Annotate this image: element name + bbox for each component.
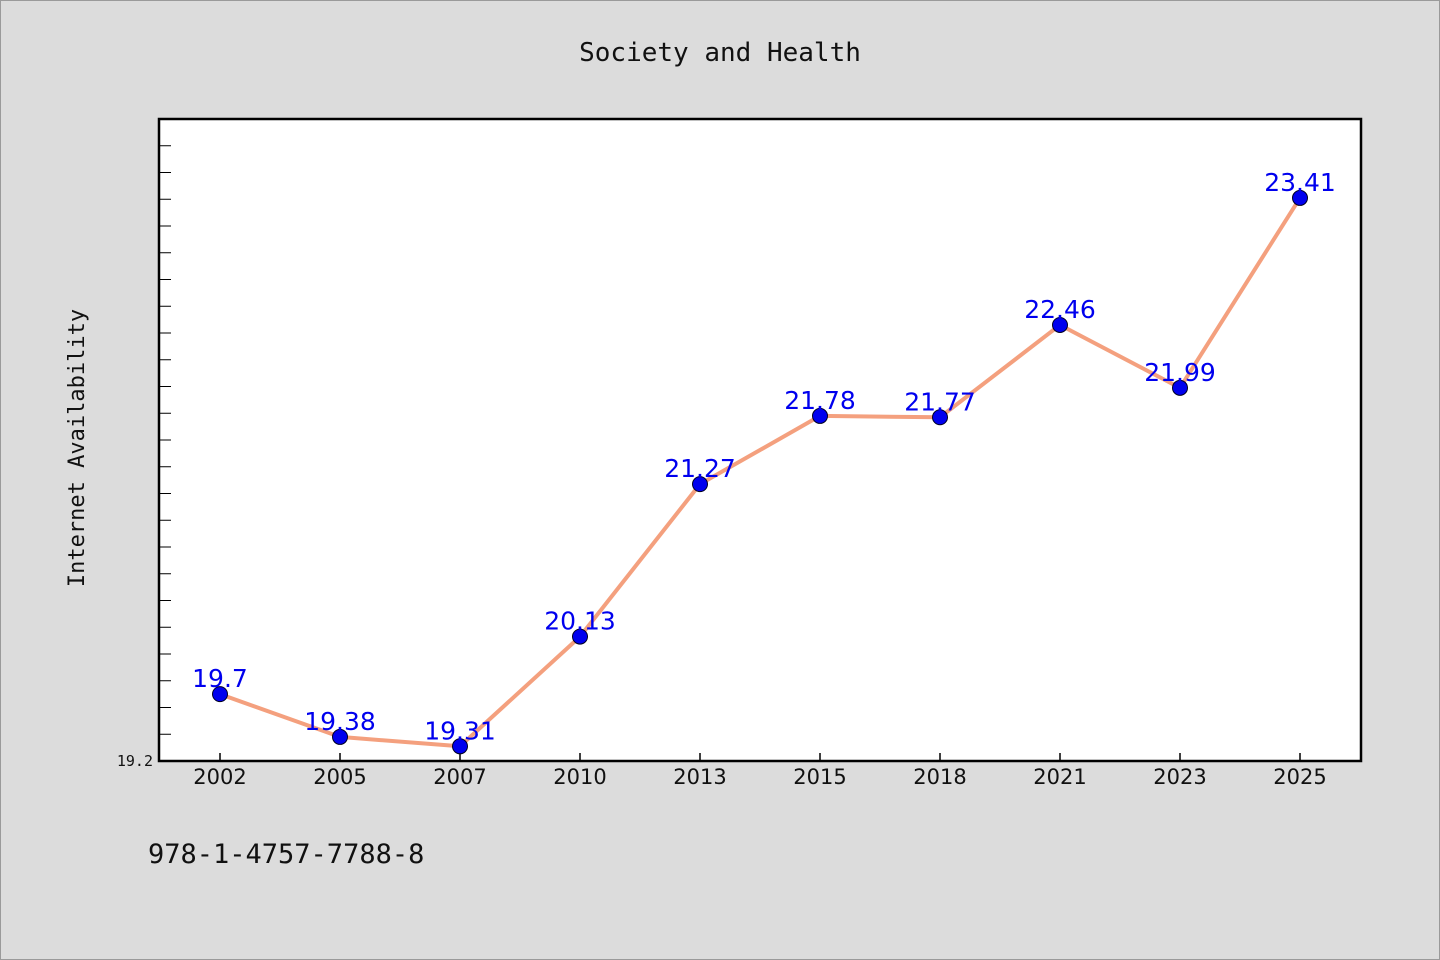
x-tick-label: 2018 (913, 765, 966, 789)
y-axis-tick-labels: 19.2 (117, 752, 153, 770)
data-point (1292, 189, 1308, 206)
plot-area (157, 117, 1363, 763)
data-point (572, 628, 588, 645)
series-line (219, 196, 1302, 749)
data-label: 20.13 (544, 607, 616, 636)
data-label: 23.41 (1264, 168, 1336, 197)
data-label: 19.31 (424, 716, 496, 745)
x-tick-label: 2021 (1033, 765, 1086, 789)
x-tick-label: 2013 (673, 765, 726, 789)
data-label: 21.99 (1144, 358, 1216, 387)
data-label: 21.77 (904, 387, 976, 416)
x-tick-label: 2005 (313, 765, 366, 789)
data-point (932, 409, 948, 426)
y-minor-ticks (159, 145, 171, 735)
data-label: 21.27 (664, 454, 736, 483)
chart-title: Society and Health (579, 38, 861, 68)
data-point (452, 738, 468, 755)
isbn-text: 978-1-4757-7788-8 (148, 839, 424, 870)
y-axis-label: Internet Availability (65, 309, 90, 587)
data-point (812, 407, 828, 424)
data-markers (212, 189, 1308, 755)
data-label: 21.78 (784, 386, 856, 415)
data-point (692, 476, 708, 493)
data-label: 19.38 (304, 707, 376, 736)
data-point (1052, 316, 1068, 333)
data-label: 22.46 (1024, 295, 1096, 324)
y-tick-label: 19.2 (117, 752, 153, 770)
data-point (1172, 379, 1188, 396)
x-tick-label: 2015 (793, 765, 846, 789)
x-tick-label: 2007 (433, 765, 486, 789)
x-axis-ticks: 2002 2005 2007 2010 2013 2015 2018 2021 2023 2025 (193, 753, 1327, 789)
x-tick-label: 2023 (1153, 765, 1206, 789)
x-tick-label: 2025 (1273, 765, 1326, 789)
x-tick-label: 2002 (193, 765, 246, 789)
data-point (332, 728, 348, 745)
data-label: 19.7 (192, 664, 248, 693)
data-labels: 19.7 19.38 19.31 20.13 21.27 21.78 21.77 22.46 2… (192, 168, 1336, 745)
x-tick-label: 2010 (553, 765, 606, 789)
data-point (212, 686, 228, 703)
